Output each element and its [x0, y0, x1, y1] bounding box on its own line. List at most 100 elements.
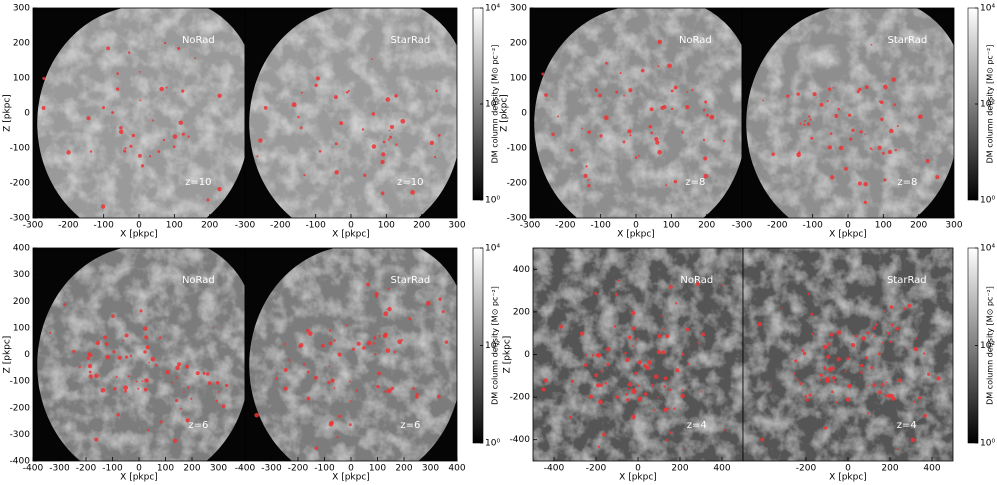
halo — [935, 175, 940, 180]
halo — [100, 204, 106, 209]
y-tick-label: -400 — [510, 435, 531, 445]
y-tick-label: -100 — [507, 144, 528, 154]
halo — [258, 138, 263, 143]
halo — [306, 370, 310, 374]
halo — [387, 287, 391, 290]
halo — [846, 356, 850, 361]
halo — [400, 118, 406, 124]
halo — [397, 339, 402, 345]
density-group — [37, 248, 245, 461]
colorbar-label: DM column density [M⊙ pc⁻²] — [986, 45, 995, 164]
halo — [859, 364, 863, 368]
halo — [123, 385, 129, 391]
colorbar-tick-label: 10⁰ — [980, 196, 995, 206]
halo — [686, 91, 689, 93]
halo — [583, 173, 588, 179]
halo — [306, 328, 310, 333]
halo — [598, 93, 602, 98]
halo — [871, 148, 873, 151]
halo — [388, 129, 391, 132]
halo — [138, 153, 142, 158]
halo — [887, 331, 891, 335]
halo — [701, 332, 706, 337]
x-tick-label: 100 — [166, 221, 183, 231]
density — [287, 248, 457, 408]
panel — [245, 8, 457, 218]
halo — [936, 376, 941, 381]
halo — [628, 382, 633, 387]
colorbar-tick-label: 10⁴ — [485, 4, 500, 14]
x-axis-label: X [pkpc] — [332, 473, 370, 483]
halo — [587, 184, 591, 188]
halo — [828, 87, 832, 91]
halo — [603, 115, 609, 121]
halo — [640, 68, 645, 73]
halo — [626, 398, 630, 402]
halo — [858, 87, 862, 92]
halo — [348, 89, 350, 92]
halo — [665, 438, 669, 442]
x-tick-label: 200 — [395, 464, 412, 474]
halo — [820, 379, 823, 382]
halo — [144, 335, 149, 340]
halo — [131, 133, 136, 138]
halo — [124, 355, 129, 359]
halo — [808, 115, 811, 118]
colorbar-tick-label: 10² — [485, 100, 500, 110]
halo — [923, 413, 927, 418]
halo — [654, 136, 659, 142]
halo — [164, 41, 167, 45]
halo — [875, 323, 879, 326]
halo — [877, 390, 882, 395]
halo — [606, 362, 610, 367]
halo — [884, 394, 888, 398]
halo — [116, 413, 120, 417]
halo — [856, 90, 860, 94]
density-group — [746, 8, 954, 218]
halo — [148, 155, 152, 158]
halo — [175, 365, 180, 371]
halo — [668, 381, 671, 384]
halo — [851, 128, 855, 132]
halo — [845, 397, 851, 402]
halo — [709, 114, 715, 120]
halo — [807, 292, 811, 296]
x-tick-label: 200 — [881, 464, 898, 474]
y-tick-label: 200 — [513, 307, 530, 317]
halo — [605, 61, 608, 65]
halo — [802, 351, 807, 356]
halo — [826, 354, 831, 359]
halo — [352, 347, 355, 351]
halo — [140, 164, 145, 168]
halo — [543, 378, 548, 383]
halo — [670, 107, 674, 111]
model-label: StarRad — [391, 35, 431, 46]
panel — [245, 248, 457, 461]
halo — [217, 186, 222, 192]
halo — [557, 115, 560, 118]
halo — [378, 334, 381, 338]
halo — [786, 94, 790, 98]
colorbar-tick-label: 10⁴ — [980, 4, 995, 14]
halo — [381, 152, 386, 157]
x-tick-label: 300 — [945, 221, 962, 231]
halo — [387, 306, 392, 312]
halo — [139, 99, 142, 102]
halo — [628, 88, 633, 93]
halo — [653, 374, 659, 379]
halo — [377, 371, 381, 376]
halo — [288, 360, 291, 363]
x-tick-label: 200 — [910, 221, 927, 231]
halo — [656, 333, 662, 339]
x-tick-label: 100 — [157, 464, 174, 474]
halo — [585, 165, 588, 168]
halo — [89, 150, 93, 153]
halo — [804, 395, 808, 398]
halo — [668, 388, 672, 392]
halo — [187, 386, 190, 389]
model-label: StarRad — [888, 35, 928, 46]
halo — [804, 119, 807, 122]
y-tick-label: 0 — [521, 109, 527, 119]
halo — [104, 342, 109, 346]
halo — [159, 420, 163, 424]
